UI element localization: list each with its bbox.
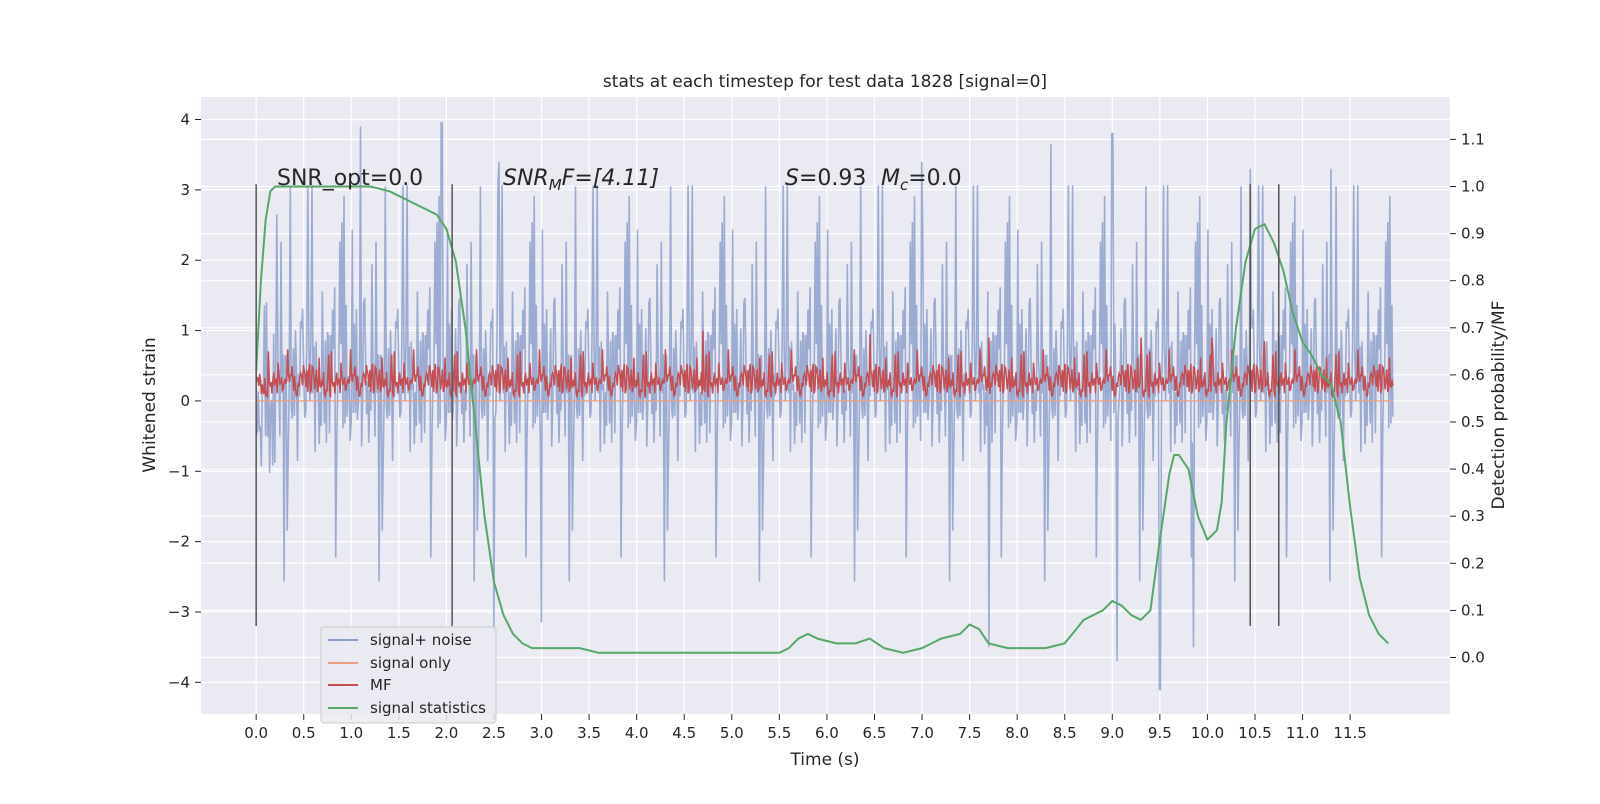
x-tick-label: 3.0 <box>530 724 554 742</box>
x-tick-label: 7.0 <box>910 724 934 742</box>
annotation-snr-mf: SNRMF=[4.11] <box>503 166 659 194</box>
y-right-tick-label: 0.4 <box>1461 460 1485 478</box>
y-tick-label: 4 <box>180 111 190 129</box>
y-tick-label: 1 <box>180 322 190 340</box>
annotation-mc: Mc=0.0 <box>881 166 962 194</box>
vertical-markers <box>255 184 1280 627</box>
legend: signal+ noise signal only MF signal stat… <box>320 626 497 724</box>
x-tick-label: 2.5 <box>482 724 506 742</box>
x-axis-label: Time (s) <box>789 750 859 770</box>
x-tick-label: 8.0 <box>1005 724 1029 742</box>
x-tick-label: 9.5 <box>1148 724 1172 742</box>
y-tick-label: −3 <box>168 603 190 621</box>
y-right-tick-label: 0.9 <box>1461 225 1485 243</box>
x-tick-label: 9.0 <box>1100 724 1124 742</box>
y-right-tick-label: 1.1 <box>1461 130 1485 148</box>
y-axis-label: Whitened strain <box>140 337 160 472</box>
annotation-snr-opt: SNR_opt=0.0 <box>277 166 423 191</box>
x-tick-label: 4.0 <box>625 724 649 742</box>
y-right-tick-label: 0.6 <box>1461 366 1485 384</box>
x-tick-label: 5.0 <box>720 724 744 742</box>
series-line-signal-statistics <box>255 185 1389 654</box>
y-tick-label: −4 <box>168 673 190 691</box>
x-tick-label: 5.5 <box>767 724 791 742</box>
y-tick-label: 2 <box>180 251 190 269</box>
x-tick-label: 0.0 <box>244 724 268 742</box>
y-right-tick-label: 0.7 <box>1461 319 1485 337</box>
y-right-tick-label: 0.3 <box>1461 507 1485 525</box>
legend-label-signal-only: signal only <box>370 654 451 672</box>
x-tick-label: 8.5 <box>1053 724 1077 742</box>
x-tick-label: 1.5 <box>387 724 411 742</box>
series-layer <box>255 122 1394 691</box>
x-tick-label: 6.0 <box>815 724 839 742</box>
y-right-tick-label: 0.2 <box>1461 554 1485 572</box>
y-right-tick-label: 0.8 <box>1461 272 1485 290</box>
legend-label-mf: MF <box>370 676 392 694</box>
x-tick-label: 11.5 <box>1333 724 1366 742</box>
x-tick-label: 1.0 <box>339 724 363 742</box>
x-tick-label: 4.5 <box>672 724 696 742</box>
legend-label-signal-noise: signal+ noise <box>370 631 472 649</box>
y-right-tick-label: 1.0 <box>1461 177 1485 195</box>
legend-box <box>320 626 497 724</box>
chart-title: stats at each timestep for test data 182… <box>603 72 1047 92</box>
x-tick-label: 2.0 <box>434 724 458 742</box>
y-right-axis-label: Detection probability/MF <box>1489 301 1509 510</box>
annotation-s: S=0.93 <box>785 166 866 191</box>
y-right-tick-label: 0.5 <box>1461 413 1485 431</box>
series-line-mf <box>255 330 1394 399</box>
y-tick-label: −1 <box>168 462 190 480</box>
x-tick-label: 7.5 <box>958 724 982 742</box>
x-tick-label: 3.5 <box>577 724 601 742</box>
x-tick-label: 0.5 <box>292 724 316 742</box>
axes-layer: 0.0 0.5 1.0 1.5 2.0 2.5 3.0 3.5 4.0 4.5 5.0 5.5 6.0 6… <box>168 111 1485 742</box>
y-tick-label: 3 <box>180 181 190 199</box>
legend-label-signal-statistics: signal statistics <box>370 699 486 717</box>
y-right-tick-label: 0.0 <box>1461 648 1485 666</box>
x-tick-label: 10.5 <box>1238 724 1271 742</box>
y-tick-label: 0 <box>180 392 190 410</box>
x-tick-label: 6.5 <box>863 724 887 742</box>
x-tick-label: 11.0 <box>1286 724 1319 742</box>
x-tick-label: 10.0 <box>1191 724 1224 742</box>
y-tick-label: −2 <box>168 533 190 551</box>
y-right-tick-label: 0.1 <box>1461 601 1485 619</box>
